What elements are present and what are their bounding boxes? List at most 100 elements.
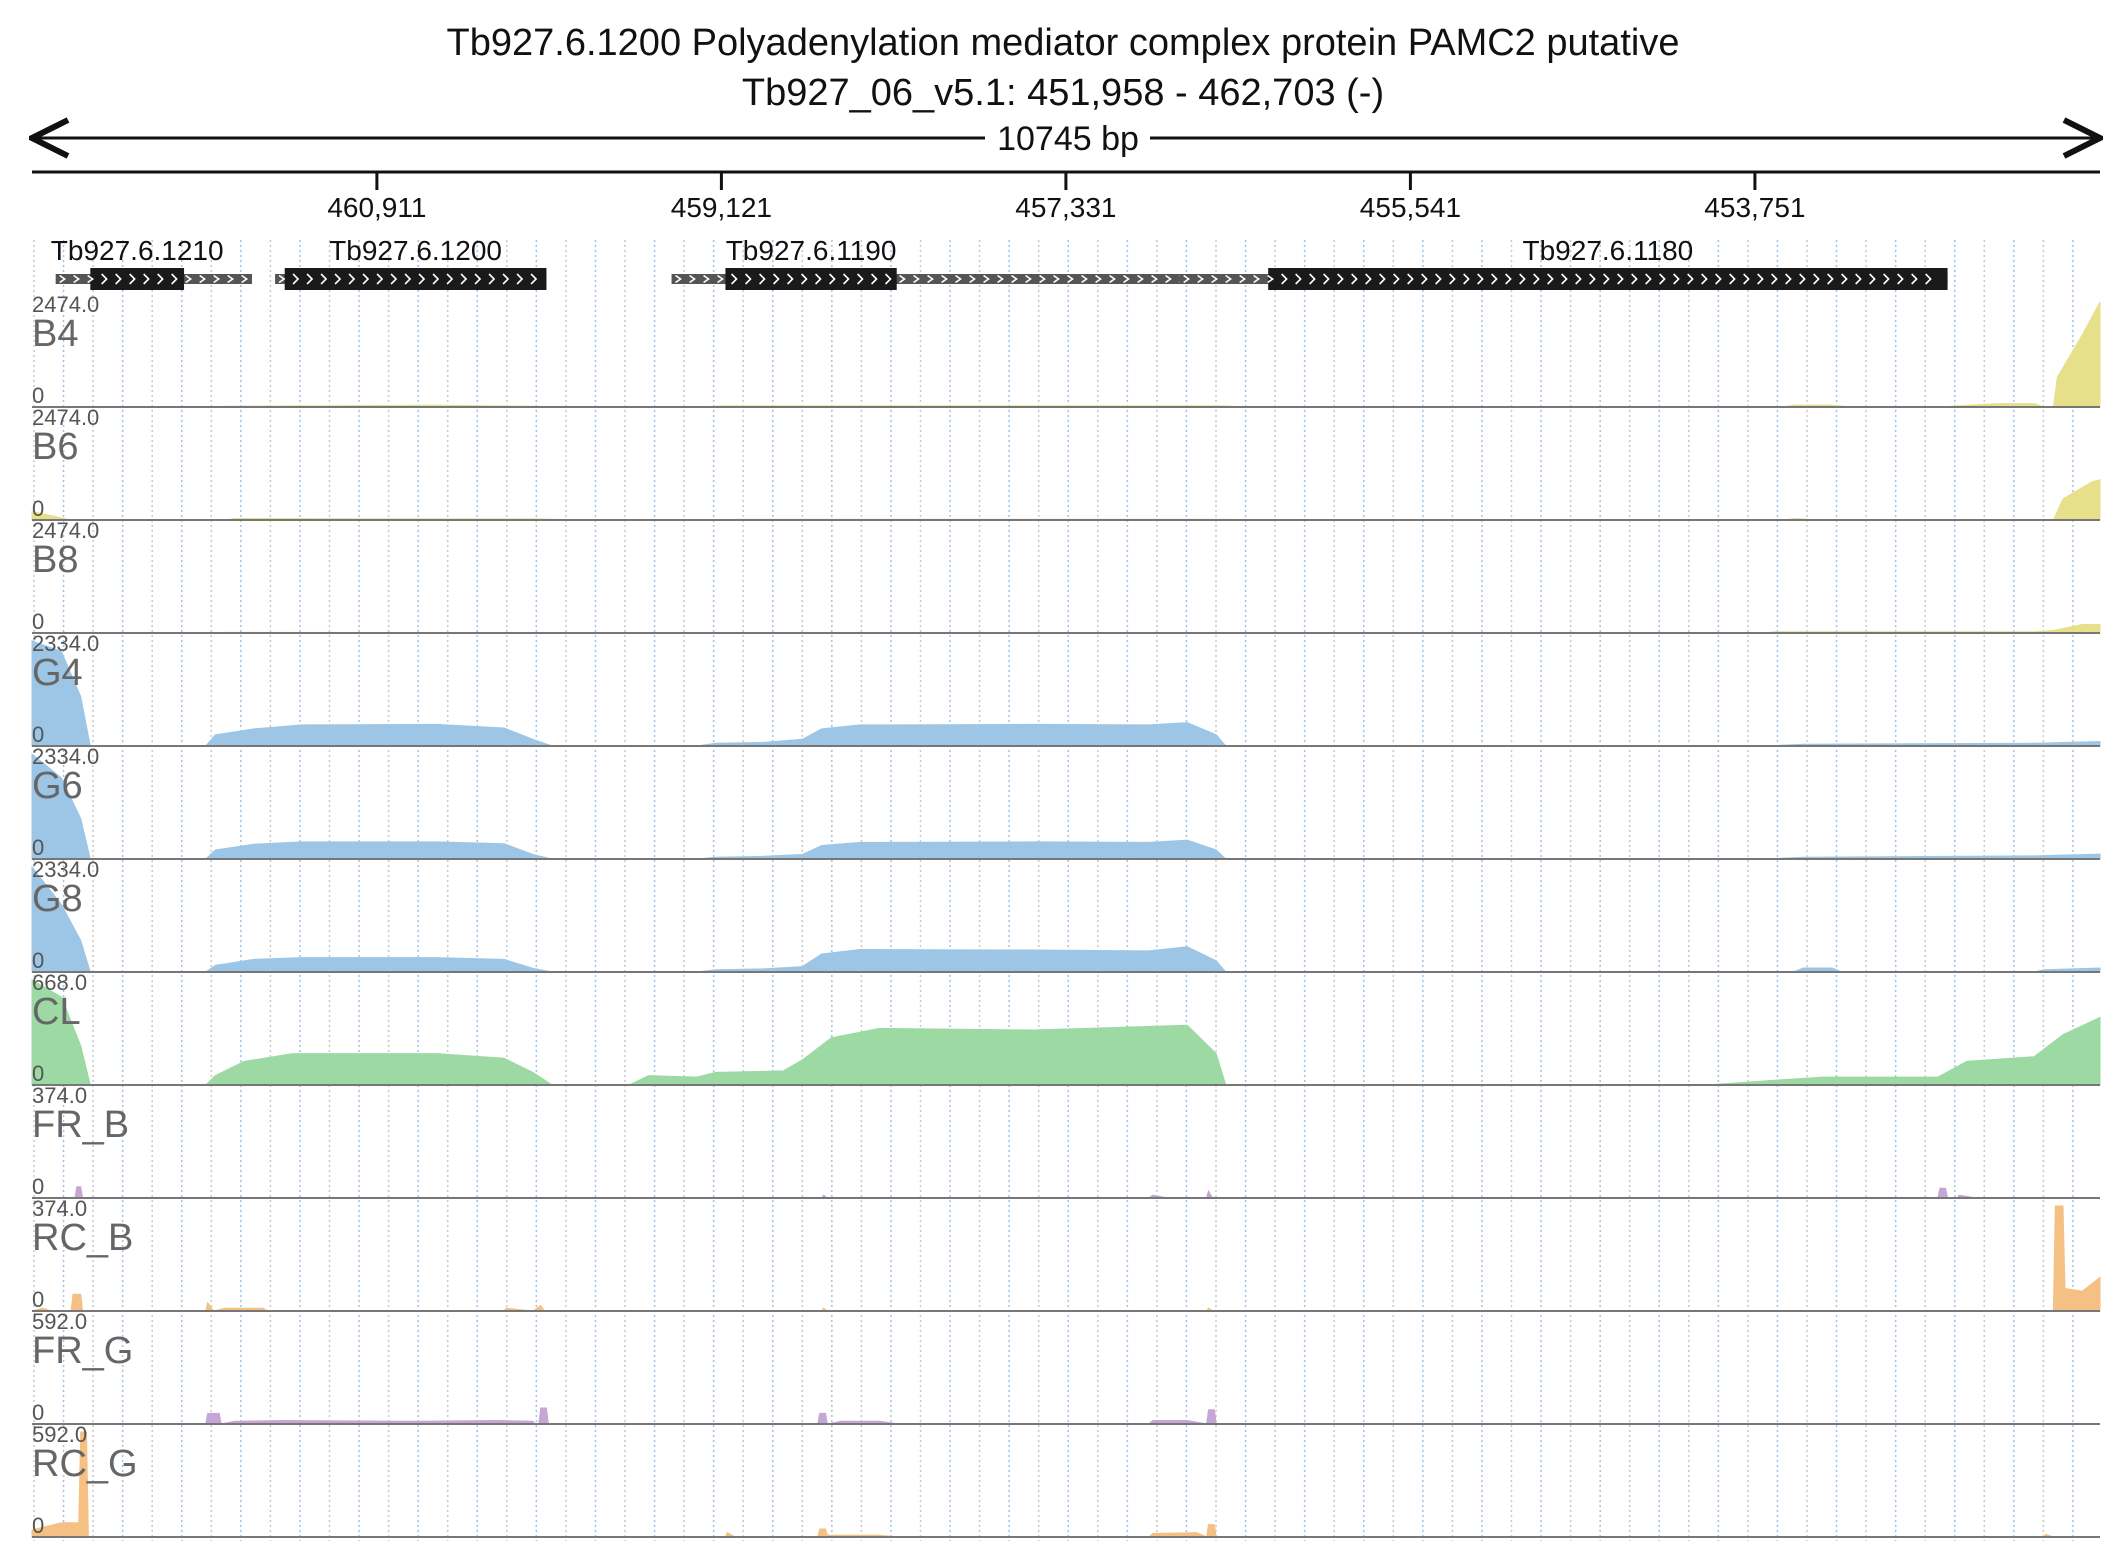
strand-arrow [1081,274,1088,284]
strand-arrow [1421,273,1428,285]
strand-arrow [306,273,314,285]
strand-arrow [1025,274,1032,284]
strand-arrow [1351,273,1358,285]
strand-arrow [474,273,482,285]
strand-arrow [1799,273,1806,285]
strand-arrow [983,274,990,284]
strand-arrow [786,273,794,285]
coverage-area [31,752,2101,860]
coverage-area [31,479,2101,521]
strand-arrow [241,274,249,284]
track-min-label: 0 [32,835,44,860]
strand-arrow [1211,274,1219,284]
strand-arrow [927,274,934,284]
strand-arrow [1379,273,1386,285]
strand-arrow [1855,273,1862,285]
strand-arrow [348,273,356,285]
strand-arrow [744,273,752,285]
strand-arrow [884,273,892,285]
strand-arrow [1841,273,1848,285]
strand-arrow [1281,273,1288,285]
strand-arrow [488,273,496,285]
track-min-label: 0 [32,609,44,634]
strand-arrow [157,273,164,285]
strand-arrow [1109,274,1116,284]
strand-arrow [856,273,864,285]
track-max-label: 2334.0 [32,857,99,882]
strand-arrow [1771,273,1778,285]
axis-tick-label: 455,541 [1360,192,1461,223]
strand-arrow [870,273,878,285]
strand-arrow [1393,273,1400,285]
strand-arrow [800,273,808,285]
strand-arrow [1239,274,1247,284]
strand-arrow [1165,274,1172,284]
gene-annotation-track: Tb927.6.1210 Tb927.6.1200 Tb927.6.1190 Tb92… [51,235,1948,290]
track-max-label: 2334.0 [32,744,99,769]
strand-arrow [460,273,468,285]
strand-arrow [1673,273,1680,285]
strand-arrow [1813,273,1820,285]
strand-arrow [1267,274,1275,284]
strand-arrow [1491,273,1498,285]
strand-arrow [129,273,136,285]
coverage-track: 2474.0B6 0 [31,405,2101,521]
coordinate-axis-ticks: 460,911 459,121 457,331 455,541 453,751 [327,172,1806,223]
track-name-label: FR_G [32,1330,133,1372]
coverage-track: 2334.0G4 0 [31,631,2101,747]
track-max-label: 2474.0 [32,405,99,430]
strand-arrow [362,273,370,285]
strand-arrow [955,274,962,284]
strand-arrow [446,273,454,285]
strand-arrow [1869,273,1876,285]
strand-arrow [143,273,150,285]
strand-arrow [675,274,682,284]
track-max-label: 2474.0 [32,518,99,543]
track-min-label: 0 [32,1513,44,1538]
gene-cds [725,268,897,290]
strand-arrow [432,273,440,285]
strand-arrow [899,274,906,284]
gene-label: Tb927.6.1180 [1523,235,1694,266]
strand-arrow [390,273,398,285]
chart-subtitle-coordinates: Tb927_06_v5.1: 451,958 - 462,703 (-) [741,72,1385,114]
coverage-track: 2334.0G6 0 [31,744,2101,860]
coverage-area [31,640,2101,747]
strand-arrow [1561,273,1568,285]
gene-label: Tb927.6.1200 [329,235,502,266]
strand-arrow [1911,273,1918,285]
track-name-label: G8 [32,878,83,920]
strand-arrow [1407,273,1414,285]
strand-arrow [1729,273,1736,285]
scale-bar-label: 10745 bp [997,120,1139,158]
strand-arrow [758,273,766,285]
coverage-area [32,301,2101,408]
track-name-label: RC_B [32,1217,133,1259]
strand-arrow [1011,274,1018,284]
coverage-area [31,1205,2101,1312]
coverage-area [32,1407,2100,1425]
strand-arrow [1575,273,1582,285]
axis-tick-label: 457,331 [1015,192,1116,223]
track-min-label: 0 [32,1287,44,1312]
strand-arrow [772,273,780,285]
track-name-label: B8 [32,539,78,581]
strand-arrow [1323,273,1330,285]
coverage-area [31,979,2101,1086]
strand-arrow [842,273,850,285]
strand-arrow [1365,273,1372,285]
strand-arrow [404,273,412,285]
track-name-label: B4 [32,313,78,355]
strand-arrow [1309,273,1316,285]
strand-arrow [1095,274,1102,284]
coverage-area [32,1186,2100,1199]
track-max-label: 668.0 [32,970,87,995]
strand-arrow [278,274,286,284]
strand-arrow [1883,273,1890,285]
strand-arrow [1533,273,1540,285]
strand-arrow [828,273,836,285]
strand-arrow [1435,273,1442,285]
track-max-label: 374.0 [32,1196,87,1221]
strand-arrow [227,274,235,284]
coverage-track: 2474.0B8 0 [32,518,2101,634]
